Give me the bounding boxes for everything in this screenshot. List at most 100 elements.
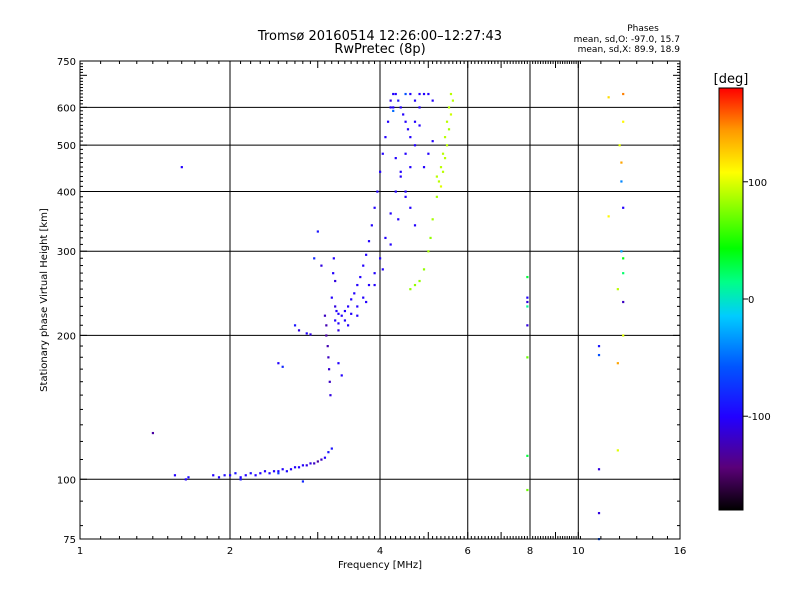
data-point [297,466,301,469]
data-point [451,99,455,102]
data-point [327,356,330,359]
data-point [392,106,395,109]
data-point [404,92,407,96]
data-point [263,470,267,473]
data-point [244,474,247,477]
data-point [356,283,359,287]
stats-heading: Phases [627,24,659,34]
data-point [443,157,447,160]
x-tick-label: 8 [527,546,533,557]
data-point [362,296,365,299]
data-point [526,300,529,304]
x-tick-label: 2 [227,546,233,557]
data-point [335,309,338,313]
data-point [422,268,426,271]
data-point [326,345,329,348]
data-point [607,215,610,218]
data-point [409,136,412,139]
data-point [422,92,426,96]
data-point [526,275,529,279]
data-point [289,468,293,471]
data-point [418,92,421,96]
data-point [431,218,434,221]
data-point [346,305,350,308]
data-point [320,264,323,267]
data-point [334,305,337,308]
data-point [356,305,359,308]
data-point [327,451,330,454]
data-point [384,136,387,139]
data-point [597,353,601,357]
data-point [397,218,400,221]
y-tick-label: 100 [57,475,76,486]
data-point [328,380,331,383]
data-point [254,474,257,477]
data-point [381,152,384,155]
data-point [526,488,529,492]
data-point [305,332,308,335]
data-point [277,472,280,475]
data-point [409,206,412,209]
data-point [239,478,242,481]
data-point [309,462,312,465]
data-point [597,468,601,471]
data-point [337,322,340,325]
data-point [337,312,340,315]
data-point [429,236,432,240]
y-tick-label: 75 [63,535,76,546]
data-point [427,152,430,155]
data-point [353,292,356,295]
data-point [184,478,187,481]
data-point [386,120,390,123]
data-point [346,324,350,327]
data-point [620,161,623,164]
data-point [413,99,417,102]
data-point [622,272,625,275]
data-point [316,230,319,233]
data-point [362,264,365,267]
data-point [449,113,453,116]
data-point [373,272,376,275]
data-point [622,92,625,96]
data-point [404,195,407,198]
data-point [449,92,453,96]
data-point [445,144,449,147]
data-point [409,288,412,291]
data-point [365,300,368,304]
data-point [309,333,312,336]
data-point [622,300,625,304]
data-point [323,314,327,317]
data-point [406,128,410,131]
data-point [277,470,280,473]
x-axis: 1 2 4 6 8 10 16 [77,61,686,557]
data-point [413,120,417,123]
data-point [526,324,529,327]
data-point [445,120,449,123]
data-point [427,250,430,253]
y-tick-label: 500 [57,141,76,152]
data-point [332,257,335,260]
data-point [526,305,529,308]
data-point [379,257,382,260]
data-point [234,472,237,475]
colorbar-tick-label: -100 [748,412,771,423]
chart-title: Tromsø 20160514 12:26:00–12:27:43 [257,29,502,44]
y-tick-label: 300 [57,247,76,258]
data-point [313,257,316,260]
data-point [439,185,443,188]
data-point [422,166,426,169]
data-point [268,472,271,475]
x-axis-label: Frequency [MHz] [338,560,422,571]
colorbar-tick-label: 0 [748,295,754,306]
data-point [404,152,407,155]
y-axis: 75 100 200 300 400 500 600 750 [57,57,680,546]
data-point [370,224,373,227]
data-point [340,374,343,377]
data-point [320,458,323,461]
data-point [293,324,297,327]
data-point [526,296,529,299]
data-point [392,109,395,113]
x-tick-label: 10 [572,546,585,557]
data-point [399,175,402,178]
